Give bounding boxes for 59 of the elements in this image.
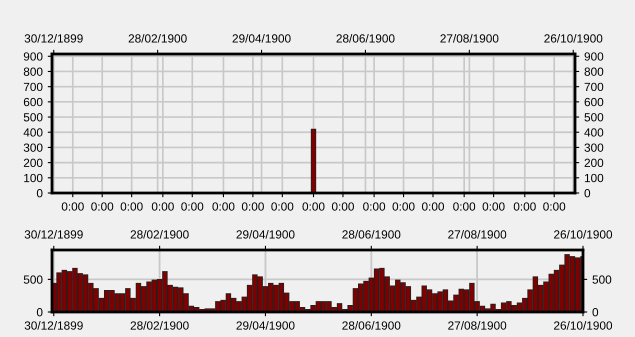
y2-tick-label: 800 <box>584 68 604 76</box>
y2-tick-label: 300 <box>584 143 604 152</box>
y-tick-label: 500 <box>24 113 43 122</box>
x-tick-label: 0:00 <box>422 202 444 211</box>
x2-tick-label: 30/12/1899 <box>24 34 83 43</box>
y-tick-label: 100 <box>24 174 43 182</box>
x-tick-label: 0:00 <box>212 202 234 211</box>
y-tick-label: 0 <box>36 189 43 198</box>
x2-tick-label: 26/10/1900 <box>554 321 612 330</box>
x2-tick-label: 27/08/1900 <box>440 34 498 43</box>
y2-tick-label: 700 <box>584 82 604 92</box>
y-tick-label: 800 <box>24 68 43 76</box>
y-tick-label: 900 <box>24 52 43 61</box>
y-tick-label: 600 <box>24 98 43 106</box>
y2-tick-label: 100 <box>584 174 604 182</box>
y2-tick-label: 600 <box>584 98 604 106</box>
x-tick-label: 27/08/1900 <box>448 230 506 239</box>
x-tick-label: 0:00 <box>62 202 84 211</box>
x-tick-label: 0:00 <box>120 202 143 211</box>
x-tick-label: 0:00 <box>302 202 325 211</box>
y-tick-label: 300 <box>24 143 43 152</box>
y2-tick-label: 200 <box>584 158 604 168</box>
x-tick-label: 0:00 <box>514 202 536 211</box>
x-tick-label: 0:00 <box>332 202 354 211</box>
x-tick-label: 0:00 <box>482 202 505 211</box>
x2-tick-label: 29/04/1900 <box>232 34 291 43</box>
x2-tick-label: 27/08/1900 <box>448 321 506 330</box>
y2-tick-label: 500 <box>584 113 604 122</box>
y-tick-label: 700 <box>24 82 43 92</box>
x-tick-label: 28/06/1900 <box>342 230 400 239</box>
x-tick-label: 0:00 <box>181 202 204 211</box>
y-tick-label: 500 <box>24 275 43 284</box>
x2-tick-label: 26/10/1900 <box>544 34 602 43</box>
x-tick-label: 0:00 <box>152 202 174 211</box>
x-tick-label: 0:00 <box>543 202 566 211</box>
y2-tick-label: 400 <box>584 128 604 137</box>
x-tick-label: 0:00 <box>91 202 114 211</box>
y2-tick-label: 500 <box>592 275 612 284</box>
x-tick-label: 0:00 <box>363 202 386 211</box>
x-tick-label: 29/04/1900 <box>236 230 295 239</box>
y-tick-label: 400 <box>24 128 43 137</box>
x2-tick-label: 30/12/1899 <box>24 321 83 330</box>
y2-tick-label: 0 <box>584 189 590 198</box>
y2-tick-label: 900 <box>584 52 604 61</box>
x2-tick-label: 28/02/1900 <box>128 34 187 43</box>
x2-tick-label: 28/06/1900 <box>336 34 395 43</box>
y2-tick-label: 0 <box>592 308 598 316</box>
x2-tick-label: 28/02/1900 <box>130 321 189 330</box>
y-tick-label: 0 <box>36 308 43 316</box>
x-tick-label: 26/10/1900 <box>554 230 612 239</box>
x-tick-label: 0:00 <box>271 202 294 211</box>
y-tick-label: 200 <box>24 158 43 168</box>
x-tick-label: 0:00 <box>242 202 264 211</box>
x-tick-label: 0:00 <box>453 202 476 211</box>
x-tick-label: 30/12/1899 <box>24 230 83 239</box>
x-tick-label: 28/02/1900 <box>130 230 189 239</box>
x2-tick-label: 29/04/1900 <box>236 321 295 330</box>
x2-tick-label: 28/06/1900 <box>342 321 400 330</box>
x-tick-label: 0:00 <box>392 202 415 211</box>
